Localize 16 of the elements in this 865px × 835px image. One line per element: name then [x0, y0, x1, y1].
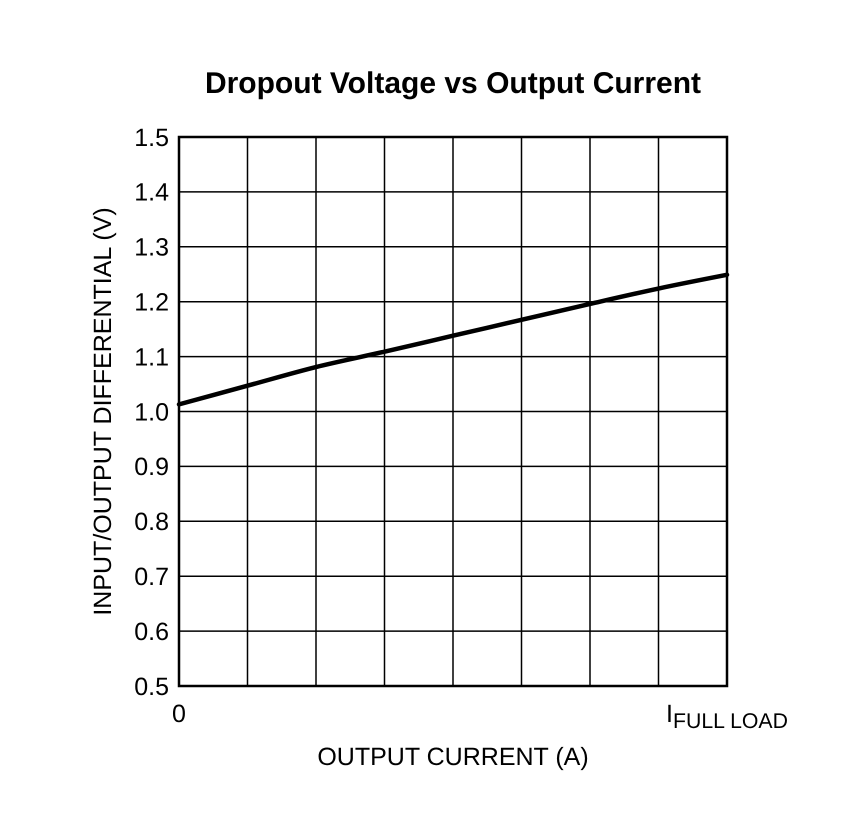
chart-title: Dropout Voltage vs Output Current: [204, 67, 702, 100]
y-tick-label: 1.1: [134, 343, 169, 372]
y-tick-label: 0.9: [134, 453, 169, 482]
y-tick-label: 0.8: [134, 508, 169, 536]
y-tick-label: 1.5: [134, 124, 169, 152]
x-tick-label: I$_{FULL LOAD}$: [666, 700, 788, 734]
y-axis-title: INPUT/OUTPUT DIFFERENTIAL (V): [89, 207, 117, 616]
y-tick-label: 1.0: [134, 398, 169, 426]
y-tick-label: 1.4: [134, 178, 170, 207]
y-tick-label: 0.7: [134, 562, 169, 591]
y-tick-label: 0.6: [134, 618, 169, 646]
x-axis-title: OUTPUT CURRENT (A): [317, 743, 589, 771]
y-tick-label: 1.3: [134, 234, 169, 262]
y-tick-label: 0.5: [134, 672, 169, 701]
x-tick-label: 0: [172, 700, 186, 728]
y-tick-label: 1.2: [134, 288, 169, 316]
